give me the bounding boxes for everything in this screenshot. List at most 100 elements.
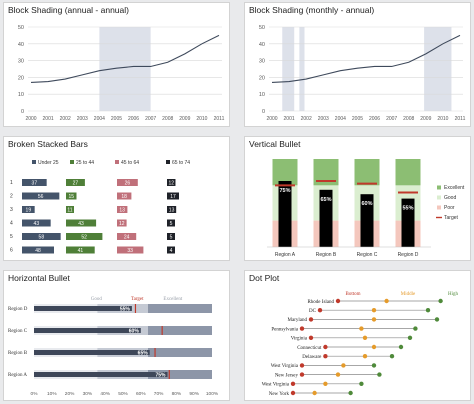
shaded-block [424, 27, 452, 111]
data-dot [407, 335, 413, 340]
data-dot [389, 354, 395, 359]
y-tick-label: 40 [18, 42, 24, 48]
actual-bar [278, 181, 292, 247]
y-tick-label: 0 [21, 109, 24, 115]
actual-value-label: 60% [129, 328, 140, 334]
data-dot [323, 354, 328, 359]
bar-value-label: 18 [121, 194, 127, 200]
x-tick-label: 2003 [77, 116, 88, 122]
category-label: Region A [275, 252, 296, 258]
category-label: New Jersey [275, 373, 299, 378]
actual-value-label: 65% [320, 197, 331, 203]
data-dot [359, 381, 364, 386]
bar-value-label: 15 [68, 194, 74, 200]
data-dot [371, 363, 377, 368]
y-tick-label: 50 [18, 25, 24, 31]
legend-swatch [437, 185, 441, 190]
legend-swatch [32, 160, 36, 164]
bar-value-label: 58 [39, 234, 45, 240]
category-label: 6 [10, 248, 13, 254]
horizontal-bullet-chart: Good Target Excellent 55% Region D 60% Region … [8, 297, 219, 397]
data-dot [371, 317, 377, 322]
category-label: West Virginia [271, 364, 299, 369]
bar-segment [66, 192, 77, 200]
legend-label: Good [444, 195, 456, 201]
bar-value-label: 12 [119, 221, 125, 227]
data-dot [434, 317, 440, 322]
actual-bar [319, 189, 333, 247]
broken-stacked-bars-panel: Under 25 25 to 44 45 to 64 65 to 74 1 37 27 26 1… [3, 136, 230, 261]
x-tick-label: 2007 [145, 116, 156, 122]
x-tick-label: 2004 [94, 116, 105, 122]
x-tick-label: 2010 [437, 116, 448, 122]
data-dot [335, 298, 341, 304]
bar-segment [117, 206, 128, 213]
bar-segment [66, 233, 103, 240]
x-tick-label: 80% [172, 391, 182, 397]
category-label: Region C [357, 252, 378, 258]
bar-segment [22, 179, 47, 186]
x-tick-label: 70% [154, 391, 164, 397]
data-dot [398, 344, 404, 350]
range-label-excellent: Excellent [163, 297, 182, 302]
category-label: 2 [10, 194, 13, 200]
category-label: Maryland [288, 318, 308, 323]
data-dot [362, 335, 368, 340]
bar-segment [117, 233, 137, 240]
actual-value-label: 75% [279, 188, 290, 194]
category-label: 3 [10, 207, 13, 213]
block-shading-annual-panel: 0 10 20 30 40 50 2000 2001 2002 2003 2004 2005 2006 2… [3, 2, 230, 127]
bar-segment [22, 192, 60, 200]
bar-value-label: 43 [78, 221, 84, 227]
legend-label: High [448, 292, 459, 297]
x-tick-label: 2005 [111, 116, 122, 122]
y-tick-label: 20 [18, 75, 24, 81]
horizontal-bullet-panel: Good Target Excellent 55% Region D 60% Region … [3, 270, 230, 401]
category-label: Virginia [291, 337, 308, 342]
bar-value-label: 13 [119, 207, 125, 213]
data-dot [312, 390, 317, 396]
legend-label: 45 to 64 [121, 160, 139, 166]
x-tick-label: 50% [118, 391, 128, 397]
x-tick-label: 2010 [196, 116, 207, 122]
category-label: West Virginia [262, 383, 290, 388]
y-tick-label: 50 [259, 25, 265, 31]
bar-segment [167, 246, 175, 254]
bar-segment [22, 233, 61, 240]
bar-value-label: 19 [26, 207, 32, 213]
bar-segment [167, 179, 176, 186]
legend-label: Poor [444, 205, 455, 211]
series-line [30, 34, 220, 83]
data-dot [377, 372, 382, 377]
y-tick-label: 30 [18, 59, 24, 65]
category-label: Region A [8, 373, 27, 378]
panel-title: Block Shading (annual - annual) [8, 5, 129, 15]
legend-swatch [437, 205, 441, 210]
actual-bar [401, 198, 415, 247]
x-tick-label: 2007 [386, 116, 397, 122]
data-dot [290, 390, 296, 396]
actual-bar [34, 306, 132, 311]
excellent-range [395, 159, 421, 186]
bar-segment [117, 246, 144, 254]
x-tick-label: 0% [31, 391, 39, 397]
broken-stacked-bars-chart: Under 25 25 to 44 45 to 64 65 to 741 37 27 26 1… [10, 160, 190, 254]
data-dot [425, 308, 431, 313]
bar-segment [66, 206, 74, 213]
data-dot [308, 335, 314, 340]
actual-bar [34, 328, 141, 333]
data-dot [341, 363, 346, 368]
actual-value-label: 55% [120, 306, 131, 312]
x-tick-label: 2011 [455, 116, 466, 122]
data-dot [371, 308, 377, 313]
actual-value-label: 60% [361, 201, 372, 207]
y-tick-label: 30 [259, 59, 265, 65]
data-dot [359, 326, 364, 331]
category-label: Region D [8, 307, 28, 312]
legend-swatch [437, 195, 441, 200]
bar-value-label: 12 [168, 180, 174, 186]
category-label: Connecticut [297, 346, 322, 351]
vertical-bullet-chart: 75% Region A 65% Region B 60% Region C 55% Regi… [267, 159, 465, 258]
